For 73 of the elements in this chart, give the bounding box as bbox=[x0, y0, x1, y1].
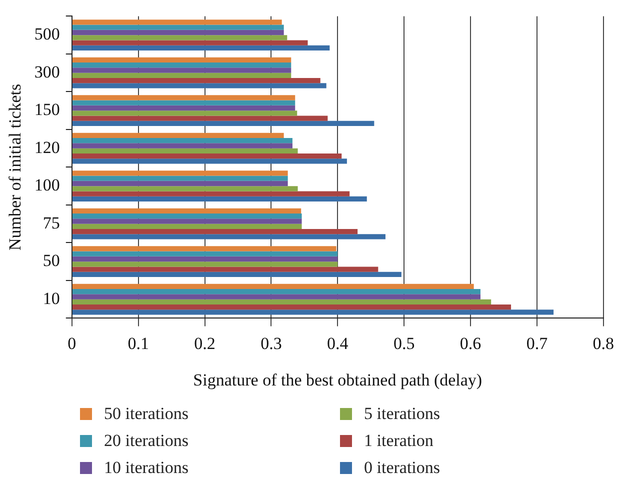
x-tick-label: 0.3 bbox=[260, 334, 282, 353]
bar bbox=[72, 143, 292, 148]
y-axis-title: Number of initial tickets bbox=[6, 84, 25, 251]
bar bbox=[72, 158, 347, 164]
bar bbox=[72, 176, 288, 181]
bar bbox=[72, 186, 298, 192]
bar bbox=[72, 214, 302, 219]
bar bbox=[72, 180, 288, 186]
y-tick-label: 300 bbox=[34, 62, 60, 82]
bar bbox=[72, 196, 367, 202]
x-tick-label: 0.5 bbox=[393, 334, 415, 353]
bar bbox=[72, 83, 326, 88]
x-tick-label: 0 bbox=[68, 334, 76, 353]
bar bbox=[72, 310, 554, 315]
bar bbox=[72, 304, 512, 310]
bar bbox=[72, 148, 298, 154]
bar bbox=[72, 78, 320, 84]
bar bbox=[72, 132, 284, 138]
bar bbox=[72, 284, 474, 290]
bar bbox=[72, 138, 292, 144]
legend-label: 0 iterations bbox=[364, 458, 440, 478]
bar bbox=[72, 95, 296, 100]
bar bbox=[72, 120, 374, 126]
bar bbox=[72, 266, 378, 272]
bar bbox=[72, 116, 328, 121]
bar bbox=[72, 62, 292, 68]
bar bbox=[72, 68, 292, 73]
bar bbox=[72, 57, 292, 63]
bar bbox=[72, 289, 480, 294]
y-tick-label: 75 bbox=[42, 213, 60, 232]
legend-label: 1 iteration bbox=[364, 430, 434, 450]
bar bbox=[72, 228, 358, 234]
bar bbox=[72, 110, 298, 116]
x-axis-title: Signature of the best obtained path (delay) bbox=[193, 370, 482, 390]
bar bbox=[72, 262, 338, 267]
bar bbox=[72, 251, 338, 256]
bar bbox=[72, 294, 480, 300]
y-tick-label: 100 bbox=[34, 176, 60, 195]
x-tick-label: 0.4 bbox=[327, 334, 349, 353]
bar bbox=[72, 208, 302, 214]
bar bbox=[72, 224, 302, 229]
bar bbox=[72, 24, 284, 30]
bar bbox=[72, 299, 492, 304]
bar bbox=[72, 191, 350, 196]
y-tick-label: 150 bbox=[34, 100, 60, 120]
bar bbox=[72, 35, 288, 40]
y-tick-label: 500 bbox=[34, 24, 60, 44]
legend-label: 10 iterations bbox=[104, 458, 189, 478]
legend-label: 20 iterations bbox=[104, 430, 189, 450]
bar bbox=[72, 45, 330, 51]
legend-label: 50 iterations bbox=[104, 404, 189, 424]
bar bbox=[72, 20, 282, 25]
bar bbox=[72, 72, 292, 78]
x-tick-label: 0.8 bbox=[592, 334, 614, 353]
x-tick-label: 0.2 bbox=[194, 334, 216, 353]
x-tick-label: 0.1 bbox=[128, 334, 149, 353]
legend-label: 5 iterations bbox=[364, 404, 440, 424]
bar bbox=[72, 234, 386, 240]
bar bbox=[72, 246, 336, 252]
bar bbox=[72, 40, 308, 46]
bar bbox=[72, 100, 296, 106]
bar bbox=[72, 170, 288, 176]
bar bbox=[72, 30, 284, 36]
y-tick-label: 120 bbox=[34, 138, 60, 157]
y-tick-label: 50 bbox=[42, 251, 60, 270]
bar bbox=[72, 272, 402, 278]
x-tick-label: 0.6 bbox=[460, 334, 482, 353]
bar bbox=[72, 153, 342, 159]
bar bbox=[72, 105, 296, 111]
bar bbox=[72, 218, 302, 224]
bar bbox=[72, 256, 338, 262]
y-tick-label: 10 bbox=[42, 288, 60, 308]
x-tick-label: 0.7 bbox=[526, 334, 548, 353]
